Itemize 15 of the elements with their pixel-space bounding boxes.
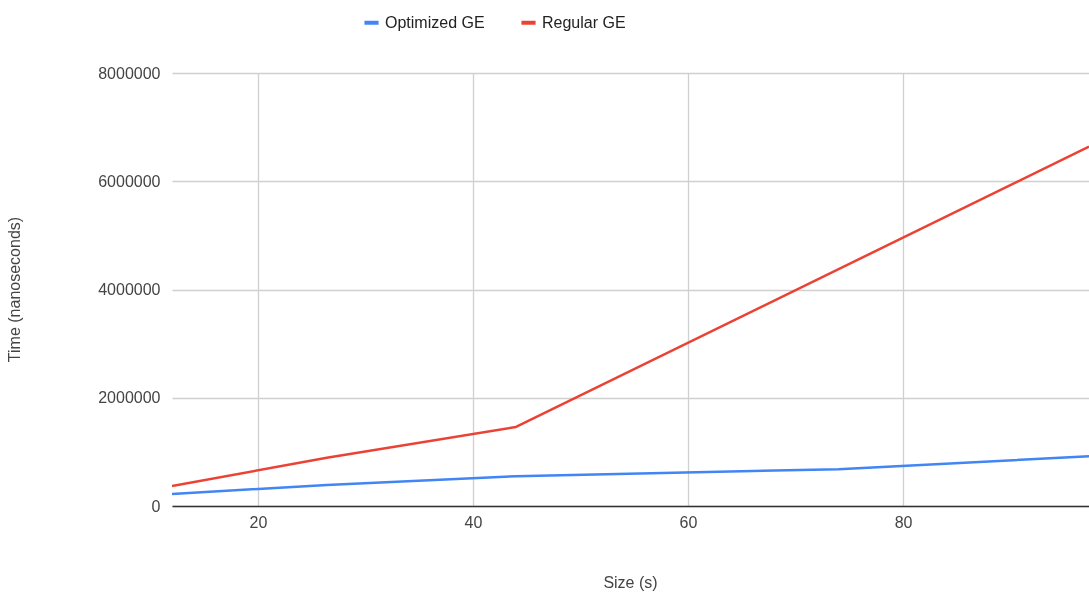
- legend-label: Regular GE: [542, 13, 626, 31]
- x-tick-label: 20: [249, 513, 268, 531]
- y-tick-label: 8000000: [98, 64, 161, 82]
- x-tick-label: 60: [679, 513, 698, 531]
- line-series: [172, 145, 1089, 488]
- y-tick-label: 0: [151, 497, 161, 515]
- y-tick-label: 6000000: [98, 172, 161, 190]
- x-axis-title: Size (s): [603, 573, 658, 591]
- x-tick-label: 40: [464, 513, 483, 531]
- y-tick-label: 4000000: [98, 281, 161, 298]
- y-tick-label: 2000000: [98, 389, 161, 407]
- legend-label: Optimized GE: [385, 13, 485, 31]
- y-axis-title: Time (nanoseconds): [5, 216, 23, 363]
- line-series: [172, 454, 1089, 496]
- x-tick-label: 80: [894, 513, 913, 531]
